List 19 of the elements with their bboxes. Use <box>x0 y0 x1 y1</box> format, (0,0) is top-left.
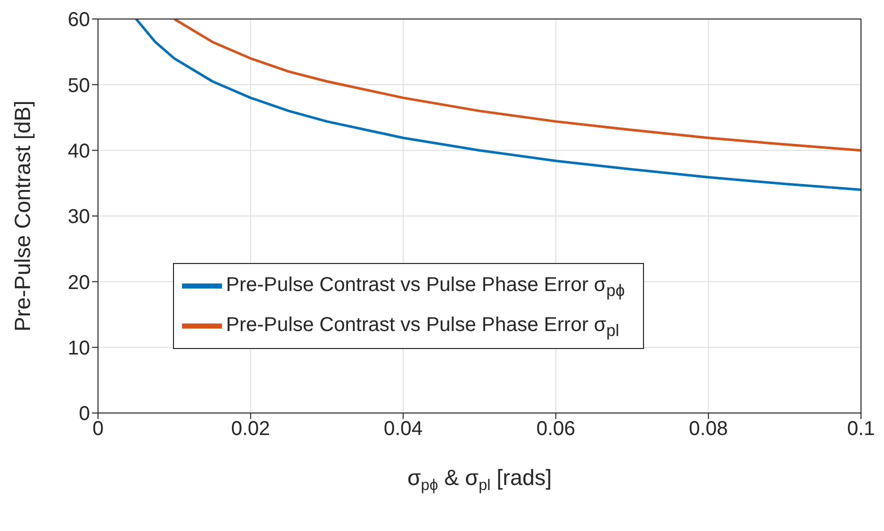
y-tick-label: 60 <box>68 9 90 32</box>
x-axis-title: σ$_{pϕ}$ & σ$_{pl}$ [rads] <box>407 465 552 494</box>
x-tick-label: 0.08 <box>688 418 728 440</box>
legend-label: Pre-Pulse Contrast vs Pulse Phase Error σ$_{pl}$ <box>226 314 620 340</box>
legend-label: Pre-Pulse Contrast vs Pulse Phase Error σ$_{pϕ}$ <box>226 274 625 300</box>
line-series <box>173 19 861 152</box>
x-tick-label: 0.04 <box>384 418 423 440</box>
y-axis-title: Pre-Pulse Contrast [dB] <box>10 100 35 332</box>
y-tick-label: 50 <box>68 74 90 97</box>
y-tick-label: 20 <box>68 272 90 294</box>
x-tick-label: 0.02 <box>231 418 270 440</box>
x-tick-label: 0.1 <box>847 418 875 440</box>
x-tick-label: 0 <box>92 418 104 440</box>
line-series <box>134 19 861 191</box>
y-tick-label: 40 <box>68 140 90 162</box>
y-tick-label: 0 <box>78 403 90 426</box>
x-tick-label: 0.06 <box>536 418 576 440</box>
y-tick-label: 10 <box>68 337 90 360</box>
y-tick-label: 30 <box>68 206 90 228</box>
